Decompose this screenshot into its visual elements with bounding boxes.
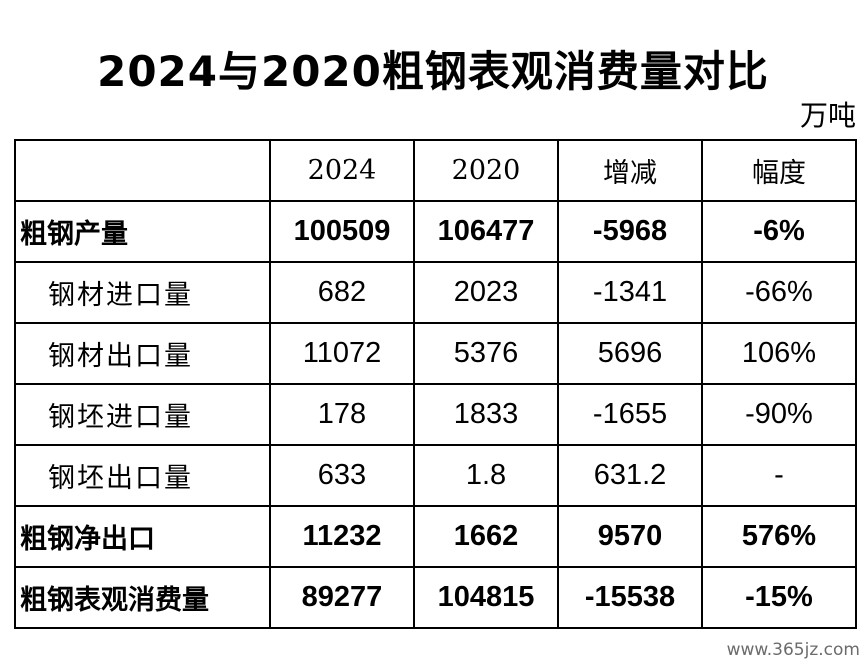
cell-2020: 1833 xyxy=(413,383,559,446)
cell-2024: 100509 xyxy=(269,200,415,263)
table-row: 粗钢产量 100509 106477 -5968 -6% xyxy=(14,200,857,263)
header-cell-empty xyxy=(14,139,271,202)
cell-pct: -66% xyxy=(701,261,857,324)
cell-2024: 11072 xyxy=(269,322,415,385)
cell-change: 9570 xyxy=(557,505,703,568)
table-row: 钢坯进口量 178 1833 -1655 -90% xyxy=(14,383,857,446)
cell-2020: 106477 xyxy=(413,200,559,263)
cell-2020: 1.8 xyxy=(413,444,559,507)
row-label: 粗钢表观消费量 xyxy=(14,566,271,629)
cell-2024: 178 xyxy=(269,383,415,446)
cell-change: 5696 xyxy=(557,322,703,385)
table-row: 钢材出口量 11072 5376 5696 106% xyxy=(14,322,857,385)
cell-pct: 576% xyxy=(701,505,857,568)
cell-pct: -90% xyxy=(701,383,857,446)
row-label: 钢材进口量 xyxy=(14,261,271,324)
cell-2020: 1662 xyxy=(413,505,559,568)
table-header-row: 2024 2020 增减 幅度 xyxy=(14,139,857,202)
header-cell-2020: 2020 xyxy=(413,139,559,202)
cell-2024: 682 xyxy=(269,261,415,324)
cell-2020: 2023 xyxy=(413,261,559,324)
cell-pct: - xyxy=(701,444,857,507)
cell-2024: 633 xyxy=(269,444,415,507)
table-row: 粗钢表观消费量 89277 104815 -15538 -15% xyxy=(14,566,857,629)
watermark-text: www.365jz.com xyxy=(726,640,860,660)
cell-change: -1341 xyxy=(557,261,703,324)
table-row: 钢坯出口量 633 1.8 631.2 - xyxy=(14,444,857,507)
cell-change: -5968 xyxy=(557,200,703,263)
cell-change: 631.2 xyxy=(557,444,703,507)
header-cell-2024: 2024 xyxy=(269,139,415,202)
cell-2024: 11232 xyxy=(269,505,415,568)
cell-pct: -6% xyxy=(701,200,857,263)
row-label: 钢坯进口量 xyxy=(14,383,271,446)
row-label: 粗钢产量 xyxy=(14,200,271,263)
table-row: 钢材进口量 682 2023 -1341 -66% xyxy=(14,261,857,324)
cell-change: -15538 xyxy=(557,566,703,629)
steel-consumption-table: 2024 2020 增减 幅度 粗钢产量 100509 106477 -5968… xyxy=(14,139,857,629)
row-label: 钢坯出口量 xyxy=(14,444,271,507)
cell-2020: 104815 xyxy=(413,566,559,629)
header-cell-change: 增减 xyxy=(557,139,703,202)
row-label: 钢材出口量 xyxy=(14,322,271,385)
cell-2024: 89277 xyxy=(269,566,415,629)
unit-label: 万吨 xyxy=(799,99,856,132)
cell-pct: -15% xyxy=(701,566,857,629)
row-label: 粗钢净出口 xyxy=(14,505,271,568)
cell-2020: 5376 xyxy=(413,322,559,385)
table-row: 粗钢净出口 11232 1662 9570 576% xyxy=(14,505,857,568)
page-title: 2024与2020粗钢表观消费量对比 xyxy=(97,47,769,96)
cell-pct: 106% xyxy=(701,322,857,385)
cell-change: -1655 xyxy=(557,383,703,446)
header-cell-pct: 幅度 xyxy=(701,139,857,202)
